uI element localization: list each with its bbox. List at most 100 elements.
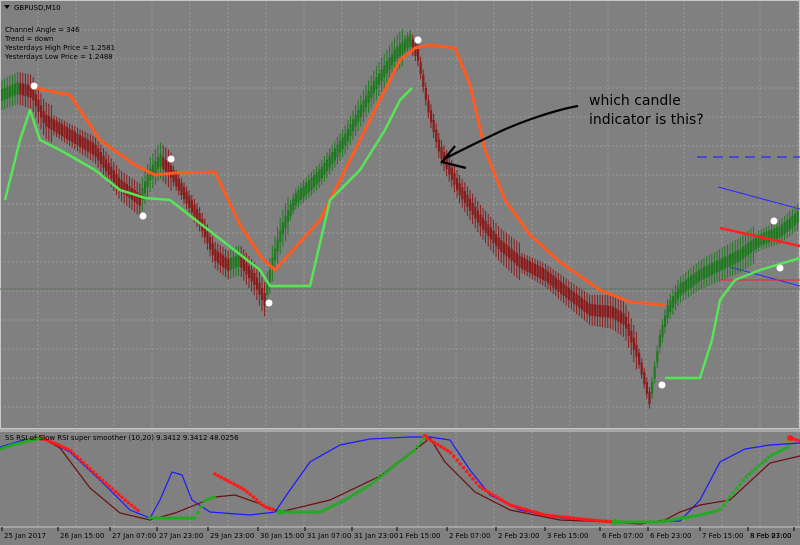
osc-red-dot — [474, 480, 479, 485]
candle-body — [591, 304, 594, 317]
osc-green-dot — [638, 520, 643, 524]
osc-red-dot — [576, 516, 581, 521]
candle-body — [539, 266, 542, 279]
candle-body — [599, 304, 602, 317]
osc-green-dot — [677, 516, 681, 521]
osc-red-dot — [560, 515, 565, 519]
osc-red-dot — [133, 506, 137, 510]
osc-green-dot — [782, 446, 787, 451]
candle-body — [492, 230, 495, 243]
candle-body — [500, 240, 503, 253]
candle-body — [612, 306, 615, 319]
candle-body — [297, 190, 300, 203]
candle-body — [79, 135, 82, 147]
candle-body — [144, 181, 147, 194]
candle-body — [557, 279, 560, 292]
candle-body — [214, 249, 217, 262]
osc-red-dot — [589, 518, 594, 522]
candle-body — [515, 253, 518, 266]
osc-green-dot — [619, 520, 624, 524]
osc-green-dot — [680, 516, 684, 520]
candle-body — [731, 252, 734, 265]
candle-body — [437, 139, 440, 152]
candle-body — [206, 231, 209, 244]
osc-red-dot — [602, 519, 606, 523]
candle-body — [648, 391, 651, 404]
candle-body — [55, 120, 58, 133]
osc-red-dot — [436, 442, 440, 447]
osc-green-dot — [380, 473, 385, 477]
candle-body — [302, 185, 305, 198]
osc-red-dot — [461, 465, 466, 470]
osc-red-dot — [216, 473, 220, 478]
candle-body — [749, 240, 752, 253]
osc-red-dot — [136, 508, 140, 513]
osc-red-dot — [528, 509, 533, 513]
candle-body — [300, 188, 303, 200]
candle-body — [219, 253, 222, 266]
osc-green-dot — [151, 516, 155, 520]
candle-body — [162, 157, 165, 170]
candle-body — [89, 141, 92, 154]
candle-body — [86, 139, 89, 152]
osc-green-dot — [750, 469, 755, 474]
osc-red-dot — [264, 505, 269, 510]
subwindow-separator[interactable] — [0, 429, 800, 432]
osc-green-dot — [629, 520, 633, 524]
candle-body — [375, 76, 378, 89]
osc-red-dot — [592, 518, 597, 523]
osc-green-dot — [387, 468, 391, 472]
candle-body — [528, 261, 531, 274]
candle-body — [547, 271, 550, 284]
osc-green-dot — [786, 445, 790, 449]
candle-body — [224, 257, 227, 270]
candle-body — [253, 272, 256, 285]
candle-body — [339, 141, 342, 153]
osc-green-dot — [377, 475, 382, 480]
osc-red-dot — [110, 487, 115, 491]
osc-green-dot — [339, 500, 343, 504]
osc-green-dot — [654, 520, 659, 524]
time-axis-label: 29 Jan 23:00 — [210, 532, 254, 540]
candle-body — [791, 215, 794, 228]
candle-body — [531, 262, 534, 275]
candle-body — [365, 95, 368, 108]
candle-body — [523, 258, 526, 271]
candle-body — [198, 213, 201, 226]
swing-dot — [265, 299, 273, 307]
osc-red-dot — [522, 507, 526, 511]
candle-body — [151, 164, 154, 177]
osc-red-dot — [267, 506, 272, 511]
osc-red-dot — [251, 495, 256, 499]
dropdown-icon[interactable] — [4, 5, 10, 9]
swing-dot — [139, 212, 147, 220]
osc-red-dot — [53, 441, 57, 446]
candle-body — [188, 196, 191, 208]
candle-body — [692, 273, 695, 286]
candle-body — [534, 263, 537, 276]
osc-red-dot — [232, 482, 236, 487]
candle-body — [783, 222, 786, 235]
time-axis-label: 27 Jan 07:00 — [112, 532, 156, 540]
candle-body — [279, 230, 282, 243]
candle-body — [448, 162, 451, 175]
osc-green-dot — [348, 494, 353, 499]
candle-body — [588, 303, 591, 316]
swing-dots-group — [30, 36, 784, 389]
osc-red-dot — [126, 500, 131, 505]
candle-body — [326, 159, 329, 172]
candle-body — [679, 283, 682, 296]
candle-body — [453, 172, 456, 185]
osc-green-dot — [718, 507, 723, 512]
osc-green-dot — [645, 520, 649, 524]
osc-green-dot — [329, 504, 334, 509]
candle-body — [34, 94, 37, 107]
candle-body — [354, 114, 357, 127]
candle-body — [788, 217, 791, 230]
candle-body — [307, 180, 310, 193]
candle-body — [687, 277, 690, 290]
candle-body — [401, 41, 404, 54]
osc-green-dot — [199, 505, 203, 509]
osc-red-dot — [85, 463, 89, 468]
